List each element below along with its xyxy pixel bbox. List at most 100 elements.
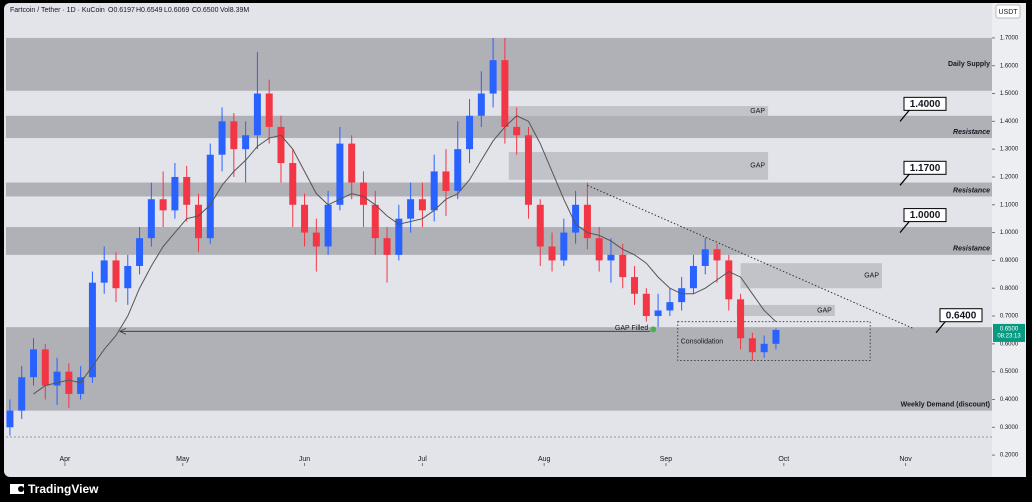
ohlc-value: H0.6549 <box>136 7 163 14</box>
candle-body <box>53 371 61 386</box>
zone <box>6 115 992 139</box>
callout-label: 1.0000 <box>910 210 941 221</box>
ohlc-value: Vol8.39M <box>220 7 249 14</box>
y-tick-label: 0.4000 <box>1000 397 1019 403</box>
logo <box>10 484 24 494</box>
candle-body <box>100 260 108 283</box>
candle-body <box>194 204 202 239</box>
y-tick-label: 0.8000 <box>1000 286 1019 292</box>
callout-pointer <box>899 108 911 122</box>
gap-box <box>740 263 883 289</box>
candle-body <box>277 126 285 164</box>
candle-body <box>513 126 521 136</box>
gap-box <box>508 106 769 116</box>
candle-body <box>29 349 37 378</box>
candle-body <box>312 232 320 247</box>
candle-body <box>725 260 733 300</box>
candle-body <box>572 204 580 233</box>
callout-label: 1.4000 <box>910 99 941 110</box>
candle-body <box>466 115 474 150</box>
arrow-head <box>119 327 127 335</box>
candle-body <box>654 310 662 317</box>
candle-body <box>689 265 697 289</box>
candle-body <box>289 163 297 205</box>
price-axis <box>992 3 1026 477</box>
candle-body <box>336 143 344 205</box>
candle-body <box>430 171 438 211</box>
zone <box>6 227 992 255</box>
y-tick-label: 0.7000 <box>1000 314 1019 320</box>
x-tick-label: Oct <box>778 456 789 463</box>
candle-body <box>477 93 485 116</box>
y-tick-label: 0.9000 <box>1000 258 1019 264</box>
candle-body <box>371 204 379 239</box>
candle-body <box>395 218 403 255</box>
candle-body <box>583 204 591 239</box>
countdown: 08:23:13 <box>997 334 1021 340</box>
candle-body <box>301 204 309 233</box>
zone-label: Resistance <box>953 246 990 253</box>
ohlc-value: O0.6197 <box>108 7 135 14</box>
candle-body <box>159 199 167 211</box>
candle-body <box>748 338 756 353</box>
candle-body <box>18 377 26 411</box>
candle-body <box>230 121 238 150</box>
gap-label: GAP <box>750 163 765 170</box>
candle-body <box>124 265 132 289</box>
callout-box <box>939 308 983 323</box>
y-tick-label: 0.5000 <box>1000 369 1019 375</box>
zone-label: Resistance <box>953 187 990 194</box>
zone-label: Daily Supply <box>948 61 990 68</box>
zone <box>6 37 992 91</box>
candle-body <box>359 182 367 205</box>
candle-body <box>619 254 627 278</box>
candle-body <box>772 329 780 344</box>
candle-body <box>454 149 462 191</box>
candle-body <box>595 238 603 261</box>
gap-box <box>736 304 835 317</box>
x-tick-label: Nov <box>899 456 912 463</box>
zone-label: Resistance <box>953 129 990 136</box>
gap-label: GAP <box>750 108 765 115</box>
callout-pointer <box>899 220 911 233</box>
gap-label: GAP <box>817 307 832 314</box>
candle-body <box>560 232 568 261</box>
callout-pointer <box>935 320 947 334</box>
candle-body <box>642 293 650 317</box>
y-tick-label: 0.3000 <box>1000 425 1019 431</box>
candle-body <box>65 371 73 394</box>
candle-body <box>678 288 686 303</box>
candle-body <box>442 171 450 191</box>
brand: TradingView <box>28 482 99 496</box>
candle-body <box>41 349 49 386</box>
candle-body <box>666 302 674 311</box>
zone-label: Weekly Demand (discount) <box>901 401 990 408</box>
candle-body <box>524 135 532 205</box>
candle-body <box>489 60 497 94</box>
y-tick-label: 1.2000 <box>1000 175 1019 181</box>
candle-body <box>206 154 214 239</box>
candle-body <box>147 199 155 239</box>
y-tick-label: 1.3000 <box>1000 147 1019 153</box>
candle-body <box>737 299 745 339</box>
last-price-box <box>993 323 1025 342</box>
callout-box <box>903 208 947 223</box>
ohlc-value: L0.6069 <box>164 7 189 14</box>
symbol-title: Fartcoin / Tether · 1D · KuCoin <box>10 7 105 14</box>
x-tick-label: May <box>176 456 190 463</box>
candle-body <box>88 282 96 378</box>
candle-body <box>760 343 768 353</box>
candle-body <box>536 204 544 247</box>
callout-box <box>903 160 947 175</box>
candle-body <box>383 238 391 255</box>
candle-body <box>418 199 426 211</box>
candle-body <box>112 260 120 289</box>
zone <box>6 182 992 197</box>
gap-filled-label: GAP Filled <box>615 325 648 332</box>
candle-body <box>324 204 332 247</box>
candle-body <box>171 176 179 211</box>
candle-body <box>713 249 721 261</box>
candle-body <box>265 93 273 127</box>
gap-filled-dot <box>650 326 657 333</box>
candle-body <box>242 135 250 150</box>
